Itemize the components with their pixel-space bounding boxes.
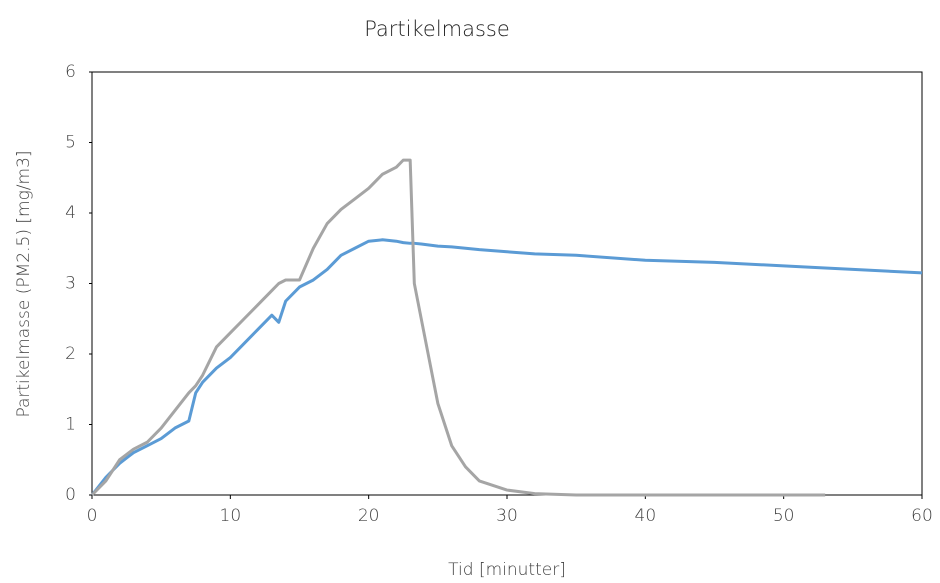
y-axis-label: Partikelmasse (PM2.5) [mg/m3] <box>14 150 34 417</box>
x-axis-label: Tid [minutter] <box>448 560 566 580</box>
y-tick-label: 5 <box>65 133 76 153</box>
y-tick-label: 2 <box>65 344 76 364</box>
plot-frame <box>91 71 923 496</box>
x-tick-label: 20 <box>358 506 380 526</box>
x-tick-label: 0 <box>87 506 98 526</box>
x-tick-label: 60 <box>911 506 933 526</box>
y-tick-label: 3 <box>65 274 76 294</box>
x-tick-label: 50 <box>773 506 795 526</box>
x-tick-label: 10 <box>220 506 242 526</box>
data-line <box>90 238 923 496</box>
y-tick-label: 0 <box>65 485 76 505</box>
y-tick-label: 6 <box>65 62 76 82</box>
x-tick-label: 30 <box>496 506 518 526</box>
y-tick-label: 1 <box>65 415 76 435</box>
chart-title: Partikelmasse <box>364 17 510 41</box>
data-line <box>90 158 826 497</box>
x-tick-label: 40 <box>635 506 657 526</box>
y-tick-label: 4 <box>65 203 76 223</box>
